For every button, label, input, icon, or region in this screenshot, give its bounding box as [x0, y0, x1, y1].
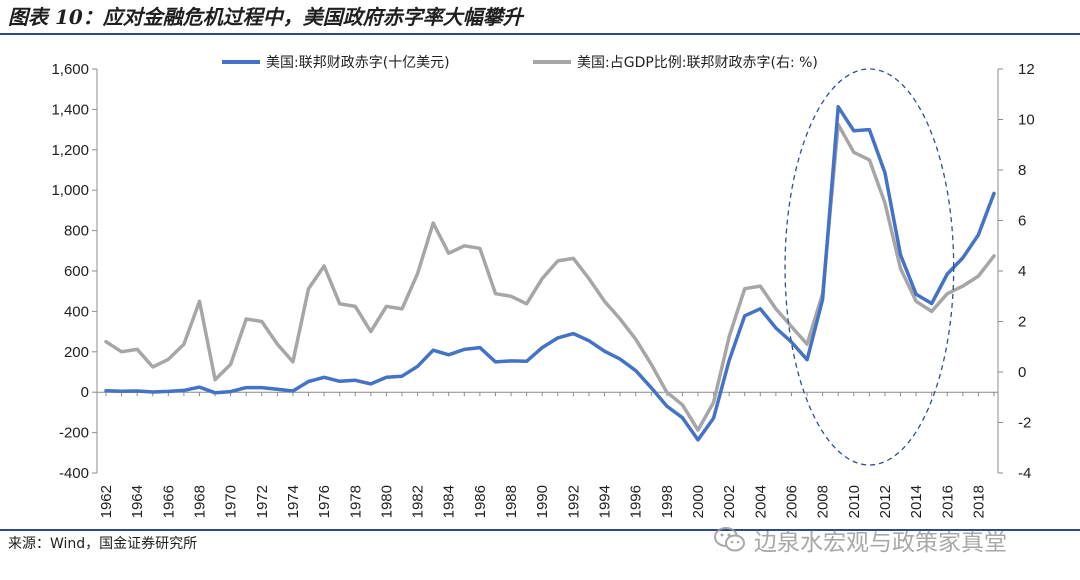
x-tick-label: 2012 — [877, 485, 894, 518]
series-layer — [104, 105, 996, 442]
legend-label: 美国:占GDP比例:联邦财政赤字(右: %) — [577, 55, 818, 71]
highlight-ellipse — [784, 68, 955, 466]
x-tick-label: 1962 — [98, 485, 115, 518]
right-tick-label: 12 — [1018, 61, 1035, 78]
x-tick-label: 2014 — [908, 485, 925, 518]
left-tick-label: 1,600 — [51, 61, 89, 78]
legend: 美国:联邦财政赤字(十亿美元) 美国:占GDP比例:联邦财政赤字(右: %) — [222, 55, 818, 71]
annotation-layer — [784, 68, 955, 466]
figure-title: 图表 10：应对金融危机过程中，美国政府赤字率大幅攀升 — [8, 5, 523, 29]
left-tick-label: 800 — [64, 223, 89, 240]
x-tick-label: 1992 — [565, 485, 582, 518]
series-line-deficit-gdp-ratio — [104, 122, 996, 432]
x-tick-label: 1984 — [441, 485, 458, 518]
x-tick-label: 2000 — [690, 485, 707, 518]
x-tick-label: 1990 — [534, 485, 551, 518]
x-tick-label: 2006 — [783, 485, 800, 518]
right-tick-label: 0 — [1018, 364, 1026, 381]
x-tick-label: 1994 — [597, 485, 614, 518]
x-tick-label: 1976 — [316, 485, 333, 518]
x-tick-label: 2002 — [721, 485, 738, 518]
x-tick-label: 1966 — [160, 485, 177, 518]
x-tick-label: 2018 — [970, 485, 987, 518]
x-tick-label: 2010 — [846, 485, 863, 518]
x-tick-label: 1998 — [659, 485, 676, 518]
x-tick-label: 2004 — [752, 485, 769, 518]
x-tick-label: 1980 — [378, 485, 395, 518]
left-tick-label: 1,400 — [51, 101, 89, 118]
deficit-chart: -400 -200 0 200 400 600 800 1,000 1,200 1,400 1,60… — [51, 55, 1034, 518]
right-tick-label: 8 — [1018, 162, 1026, 179]
x-tick-label: 2008 — [815, 485, 832, 518]
x-tick-label: 1968 — [191, 485, 208, 518]
right-tick-label: -4 — [1018, 465, 1031, 482]
x-tick-label: 1972 — [254, 485, 271, 518]
right-tick-label: -2 — [1018, 415, 1031, 432]
left-tick-label: 400 — [64, 303, 89, 320]
left-tick-label: 200 — [64, 344, 89, 361]
x-tick-label: 1970 — [223, 485, 240, 518]
bottom-rule — [0, 529, 1080, 531]
left-tick-label: -400 — [59, 465, 89, 482]
left-tick-label: 1,200 — [51, 142, 89, 159]
x-tick-label: 1986 — [472, 485, 489, 518]
x-tick-label: 2016 — [939, 485, 956, 518]
x-tick-label: 1978 — [347, 485, 364, 518]
left-tick-label: 0 — [81, 384, 89, 401]
right-tick-label: 4 — [1018, 263, 1026, 280]
right-tick-label: 6 — [1018, 213, 1026, 230]
left-tick-label: 600 — [64, 263, 89, 280]
legend-label: 美国:联邦财政赤字(十亿美元) — [266, 55, 450, 71]
watermark: 边泉水宏观与政策家真堂 — [714, 520, 1007, 560]
source-note: 来源：Wind，国金证券研究所 — [8, 536, 198, 552]
right-tick-label: 2 — [1018, 314, 1026, 331]
x-tick-label: 1988 — [503, 485, 520, 518]
x-tick-label: 1974 — [285, 485, 302, 518]
top-rule — [0, 33, 1080, 35]
watermark-text: 边泉水宏观与政策家真堂 — [754, 530, 1007, 556]
x-tick-label: 1964 — [129, 485, 146, 518]
left-tick-label: -200 — [59, 425, 89, 442]
series-line-deficit-amount — [104, 105, 996, 442]
right-tick-label: 10 — [1018, 112, 1035, 129]
axes: -400 -200 0 200 400 600 800 1,000 1,200 1,400 1,60… — [51, 61, 1034, 518]
left-tick-label: 1,000 — [51, 182, 89, 199]
wechat-icon — [714, 527, 745, 552]
x-tick-label: 1982 — [410, 485, 427, 518]
x-tick-label: 1996 — [628, 485, 645, 518]
